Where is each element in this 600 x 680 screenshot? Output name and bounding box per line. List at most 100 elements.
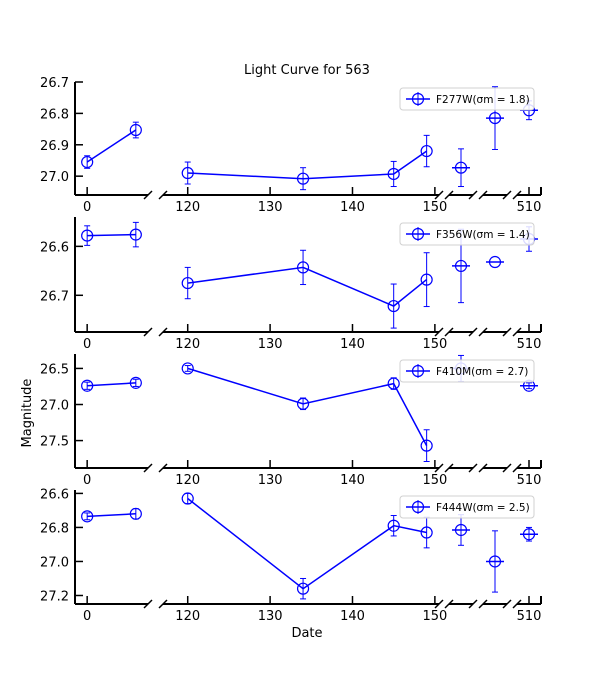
data-point	[81, 510, 94, 523]
x-tick-label: 510	[517, 609, 542, 624]
axis-break-mark	[143, 599, 153, 609]
x-tick-label: 510	[517, 473, 542, 488]
data-point	[181, 276, 194, 290]
axis-break-mark	[468, 463, 478, 473]
x-tick-label: 120	[175, 337, 200, 352]
legend: F356W(σm = 1.4)	[399, 222, 535, 246]
axis-break-mark	[434, 599, 444, 609]
y-tick-label: 26.8	[40, 107, 69, 122]
data-point	[420, 144, 433, 158]
x-tick-label: 510	[517, 200, 542, 215]
x-tick-label: 0	[83, 609, 91, 624]
axis-break-mark	[502, 327, 512, 337]
data-point	[420, 526, 433, 539]
data-point	[129, 228, 142, 241]
legend-marker	[411, 500, 425, 514]
panel-4: 26.6 26.8 27.0 27.2 0 120 130 140 150 510 F444W(σm…	[40, 487, 542, 624]
data-point	[488, 255, 502, 269]
y-tick-label: 26.9	[40, 139, 69, 154]
axis-break-mark	[512, 463, 522, 473]
data-point	[181, 166, 194, 180]
axis-break-mark	[502, 599, 512, 609]
data-point	[129, 123, 142, 137]
axis-break-mark	[444, 599, 454, 609]
x-tick-label: 0	[83, 200, 91, 215]
x-tick-label: 130	[258, 473, 283, 488]
legend-box	[399, 359, 535, 383]
legend: F444W(σm = 2.5)	[399, 495, 535, 519]
data-point	[296, 582, 310, 595]
data-point	[387, 377, 400, 390]
axis-break-mark	[512, 190, 522, 200]
data-point	[420, 273, 433, 286]
x-tick-label: 130	[258, 609, 283, 624]
legend-label: F277W(σm = 1.8)	[436, 94, 530, 106]
data-point	[181, 362, 194, 375]
y-tick-label: 27.0	[40, 170, 69, 185]
y-tick-label: 26.5	[40, 362, 69, 377]
data-point	[81, 229, 94, 242]
axis-break-mark	[468, 327, 478, 337]
data-point	[488, 555, 502, 568]
series-line	[187, 367, 428, 446]
axis-break-mark	[444, 463, 454, 473]
axis-break-mark	[468, 599, 478, 609]
data-point	[296, 261, 310, 274]
y-tick-label: 26.6	[40, 487, 69, 502]
x-tick-label: 120	[175, 609, 200, 624]
data-point	[420, 439, 433, 452]
legend-box	[399, 495, 535, 519]
x-tick-label: 150	[422, 473, 447, 488]
data-point	[454, 523, 468, 537]
legend-marker	[411, 227, 425, 241]
axis-break-mark	[434, 190, 444, 200]
legend: F410M(σm = 2.7)	[399, 359, 535, 383]
series-line	[187, 497, 427, 590]
legend: F277W(σm = 1.8)	[399, 87, 535, 111]
data-point	[387, 299, 400, 313]
legend-label: F444W(σm = 2.5)	[436, 502, 530, 514]
legend-label: F410M(σm = 2.7)	[436, 366, 528, 378]
data-point	[81, 379, 94, 392]
axis-break-mark	[158, 190, 168, 200]
y-tick-label: 27.0	[40, 399, 69, 414]
axis-break-mark	[478, 599, 488, 609]
axis-break-mark	[434, 463, 444, 473]
x-tick-label: 130	[258, 337, 283, 352]
y-tick-label: 27.2	[40, 589, 69, 604]
axis-break-mark	[502, 190, 512, 200]
axis-break-mark	[512, 327, 522, 337]
legend-marker	[411, 364, 425, 378]
x-tick-label: 0	[83, 473, 91, 488]
panel-1: 26.7 26.8 26.9 27.0 0 120 130 140 150 510 F277W(σm…	[40, 76, 542, 215]
data-point	[387, 167, 400, 181]
legend-box	[399, 222, 535, 246]
data-point	[81, 155, 94, 169]
x-tick-label: 150	[422, 337, 447, 352]
data-point	[129, 376, 142, 389]
data-point	[454, 161, 468, 174]
data-point	[488, 111, 502, 125]
x-tick-label: 120	[175, 473, 200, 488]
series-line	[87, 513, 136, 518]
x-tick-label: 150	[422, 200, 447, 215]
y-tick-label: 27.0	[40, 555, 69, 570]
chart-title: Light Curve for 563	[244, 63, 370, 78]
axis-break-mark	[158, 327, 168, 337]
x-tick-label: 140	[340, 337, 365, 352]
axis-break-mark	[478, 463, 488, 473]
x-tick-label: 140	[340, 473, 365, 488]
x-tick-label: 140	[340, 609, 365, 624]
data-point	[296, 172, 310, 185]
x-tick-label: 150	[422, 609, 447, 624]
legend-label: F356W(σm = 1.4)	[436, 229, 530, 241]
data-point	[129, 507, 142, 520]
y-tick-label: 26.7	[40, 289, 69, 304]
y-tick-label: 26.6	[40, 240, 69, 255]
axis-break-mark	[444, 190, 454, 200]
axis-break-mark	[158, 463, 168, 473]
series-line	[187, 266, 428, 307]
axis-break-mark	[143, 327, 153, 337]
data-point	[296, 397, 310, 410]
